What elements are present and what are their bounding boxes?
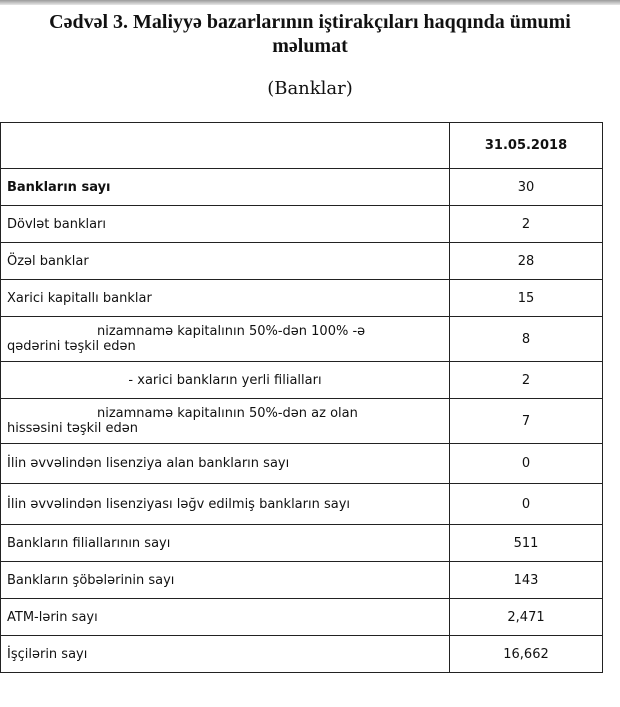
row-value: 7 [449, 398, 603, 444]
row-value: 15 [449, 279, 603, 317]
title-line-1: Cədvəl 3. Maliyyə bazarlarının iştirakçı… [49, 11, 571, 33]
row-value: 0 [449, 443, 603, 484]
row-value: 16,662 [449, 635, 603, 673]
row-label: Özəl banklar [0, 242, 450, 280]
table-row: İlin əvvəlindən lisenziyası ləğv edilmiş… [0, 483, 603, 525]
row-label: Bankların filiallarının sayı [0, 524, 450, 562]
table-row: Dövlət bankları 2 [0, 205, 603, 243]
table-row: nizamnamə kapitalının 50%-dən az olan his… [0, 398, 603, 444]
row-label: Xarici kapitallı banklar [0, 279, 450, 317]
row-label: nizamnamə kapitalının 50%-dən 100% -ə qəd… [0, 316, 450, 362]
document-title: Cədvəl 3. Maliyyə bazarlarının iştirakçı… [0, 10, 620, 58]
table-row: Bankların şöbələrinin sayı 143 [0, 561, 603, 599]
top-shadow-divider [0, 0, 620, 5]
table-row: Bankların filiallarının sayı 511 [0, 524, 603, 562]
header-date: 31.05.2018 [449, 122, 603, 169]
table-row: ATM-lərin sayı 2,471 [0, 598, 603, 636]
row-value: 8 [449, 316, 603, 362]
row-value: 2 [449, 205, 603, 243]
table-row: Özəl banklar 28 [0, 242, 603, 280]
row-label: Bankların sayı [0, 168, 450, 206]
table-row: nizamnamə kapitalının 50%-dən 100% -ə qəd… [0, 316, 603, 362]
row-label: ATM-lərin sayı [0, 598, 450, 636]
row-label: İlin əvvəlindən lisenziya alan bankların… [0, 443, 450, 484]
table-header-row: 31.05.2018 [0, 122, 603, 169]
table-row: - xarici bankların yerli filialları 2 [0, 361, 603, 399]
row-value: 143 [449, 561, 603, 599]
table-row: İşçilərin sayı 16,662 [0, 635, 603, 673]
row-value: 2,471 [449, 598, 603, 636]
row-label: - xarici bankların yerli filialları [0, 361, 450, 399]
row-label: Dövlət bankları [0, 205, 450, 243]
title-line-2: məlumat [272, 35, 348, 57]
row-label-line-1: nizamnamə kapitalının 50%-dən az olan [97, 406, 358, 421]
row-label: Bankların şöbələrinin sayı [0, 561, 450, 599]
row-label: İşçilərin sayı [0, 635, 450, 673]
row-value: 511 [449, 524, 603, 562]
row-value: 2 [449, 361, 603, 399]
row-label-line-1: nizamnamə kapitalının 50%-dən 100% -ə [97, 324, 366, 339]
row-value: 30 [449, 168, 603, 206]
row-label-line-2: hissəsini təşkil edən [7, 421, 139, 436]
table-row: Bankların sayı 30 [0, 168, 603, 206]
table-row: İlin əvvəlindən lisenziya alan bankların… [0, 443, 603, 484]
header-label-cell [0, 122, 450, 169]
row-value: 0 [449, 483, 603, 525]
document-subtitle: (Banklar) [267, 78, 353, 99]
row-label: İlin əvvəlindən lisenziyası ləğv edilmiş… [0, 483, 450, 525]
banks-table: 31.05.2018 Bankların sayı 30 Dövlət bankl… [0, 122, 603, 673]
row-value: 28 [449, 242, 603, 280]
row-label: nizamnamə kapitalının 50%-dən az olan his… [0, 398, 450, 444]
row-label-line-2: qədərini təşkil edən [7, 339, 136, 354]
table-row: Xarici kapitallı banklar 15 [0, 279, 603, 317]
